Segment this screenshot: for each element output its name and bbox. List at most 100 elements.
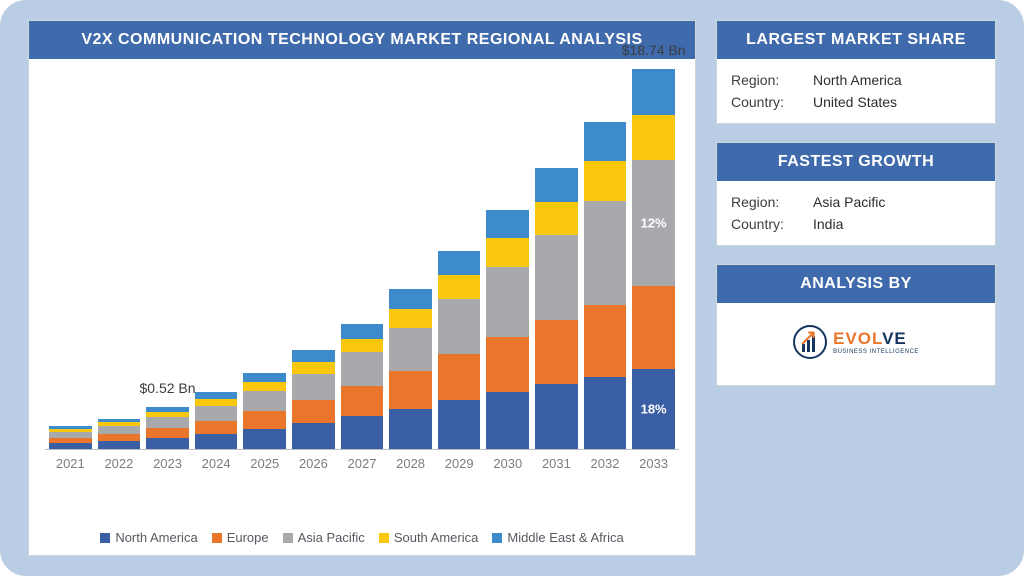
arrow-up-icon	[801, 329, 819, 347]
bar-segment	[243, 429, 286, 449]
legend-label: South America	[394, 530, 479, 545]
bar-segment	[341, 324, 384, 339]
bar-column	[584, 122, 627, 449]
market-share-region-row: Region: North America	[731, 69, 981, 91]
legend-item: Europe	[212, 530, 269, 545]
bar-segment	[98, 434, 141, 441]
bar-segment	[438, 299, 481, 354]
x-axis-tick: 2033	[632, 456, 675, 471]
legend-item: North America	[100, 530, 197, 545]
bar-segment	[341, 416, 384, 449]
x-axis-tick: 2021	[49, 456, 92, 471]
legend-item: Asia Pacific	[283, 530, 365, 545]
bar-segment	[535, 320, 578, 385]
label-country: Country:	[731, 94, 803, 110]
bar-column	[341, 324, 384, 449]
bar-segment	[292, 350, 335, 362]
bar-column: $0.52 Bn	[146, 407, 189, 449]
legend-swatch	[100, 533, 110, 543]
fastest-growth-body: Region: Asia Pacific Country: India	[717, 181, 995, 245]
market-share-body: Region: North America Country: United St…	[717, 59, 995, 123]
bar-column	[49, 426, 92, 449]
bar-segment	[632, 69, 675, 115]
bar-segment	[438, 251, 481, 275]
bar-segment	[486, 238, 529, 267]
analysis-by-body: EVOLVE BUSINESS INTELLIGENCE	[717, 303, 995, 385]
bar-segment	[584, 161, 627, 200]
legend-swatch	[212, 533, 222, 543]
bar-segment	[292, 423, 335, 449]
bar-segment	[341, 386, 384, 416]
evolve-logo-text: EVOLVE BUSINESS INTELLIGENCE	[833, 330, 919, 355]
evolve-logo-sub: BUSINESS INTELLIGENCE	[833, 349, 919, 355]
bar-segment	[292, 374, 335, 400]
bar-column	[389, 289, 432, 449]
bar-column	[438, 251, 481, 449]
x-axis-tick: 2030	[486, 456, 529, 471]
bar-segment	[389, 309, 432, 328]
evolve-logo: EVOLVE BUSINESS INTELLIGENCE	[793, 325, 919, 359]
segment-label: 18%	[641, 402, 667, 417]
bar-segment	[584, 122, 627, 161]
x-axis-tick: 2025	[243, 456, 286, 471]
bar-segment	[535, 235, 578, 319]
legend-swatch	[283, 533, 293, 543]
fastest-growth-country-row: Country: India	[731, 213, 981, 235]
bar-segment	[49, 443, 92, 449]
value-region: Asia Pacific	[813, 194, 885, 210]
bar-column	[535, 168, 578, 449]
bar-segment	[438, 400, 481, 449]
bar-segment	[292, 362, 335, 374]
bar-segment	[438, 354, 481, 399]
label-country: Country:	[731, 216, 803, 232]
market-share-card: LARGEST MARKET SHARE Region: North Ameri…	[716, 20, 996, 124]
bar-segment	[632, 115, 675, 161]
x-axis-tick: 2032	[584, 456, 627, 471]
bar-segment	[486, 392, 529, 449]
bar-segment	[243, 411, 286, 429]
bar-segment	[195, 421, 238, 435]
bar-segment	[243, 382, 286, 391]
stacked-bar-plot: $0.52 Bn$18.74 Bn18%12%	[45, 69, 679, 450]
value-country: United States	[813, 94, 897, 110]
side-column: LARGEST MARKET SHARE Region: North Ameri…	[716, 20, 996, 556]
bar-segment	[389, 328, 432, 371]
bar-segment	[98, 441, 141, 449]
inner-layout: V2X COMMUNICATION TECHNOLOGY MARKET REGI…	[28, 20, 996, 556]
bar-column	[98, 419, 141, 449]
legend-swatch	[379, 533, 389, 543]
evolve-logo-mark	[793, 325, 827, 359]
bar-column	[243, 373, 286, 449]
bar-segment	[389, 289, 432, 308]
fastest-growth-region-row: Region: Asia Pacific	[731, 191, 981, 213]
bar-segment	[535, 168, 578, 202]
chart-title: V2X COMMUNICATION TECHNOLOGY MARKET REGI…	[29, 21, 695, 59]
bar-segment	[341, 339, 384, 353]
x-axis-tick: 2031	[535, 456, 578, 471]
legend-item: South America	[379, 530, 479, 545]
bar-segment	[243, 373, 286, 382]
bar-segment	[195, 392, 238, 399]
analysis-by-title: ANALYSIS BY	[717, 265, 995, 303]
label-region: Region:	[731, 194, 803, 210]
bar-segment	[195, 434, 238, 449]
x-axis-tick: 2024	[195, 456, 238, 471]
bar-segment	[584, 377, 627, 449]
value-country: India	[813, 216, 843, 232]
bar-column: $18.74 Bn18%12%	[632, 69, 675, 449]
legend-label: Middle East & Africa	[507, 530, 623, 545]
chart-area: $0.52 Bn$18.74 Bn18%12% 2021202220232024…	[29, 59, 695, 526]
bar-segment	[195, 406, 238, 421]
legend-label: North America	[115, 530, 197, 545]
x-axis-tick: 2027	[341, 456, 384, 471]
chart-panel: V2X COMMUNICATION TECHNOLOGY MARKET REGI…	[28, 20, 696, 556]
bar-segment	[584, 201, 627, 306]
bar-segment	[632, 286, 675, 370]
x-axis-tick: 2029	[438, 456, 481, 471]
segment-label: 12%	[641, 215, 667, 230]
bar-segment	[486, 267, 529, 336]
fastest-growth-card: FASTEST GROWTH Region: Asia Pacific Coun…	[716, 142, 996, 246]
fastest-growth-title: FASTEST GROWTH	[717, 143, 995, 181]
market-share-title: LARGEST MARKET SHARE	[717, 21, 995, 59]
bar-segment	[486, 210, 529, 239]
